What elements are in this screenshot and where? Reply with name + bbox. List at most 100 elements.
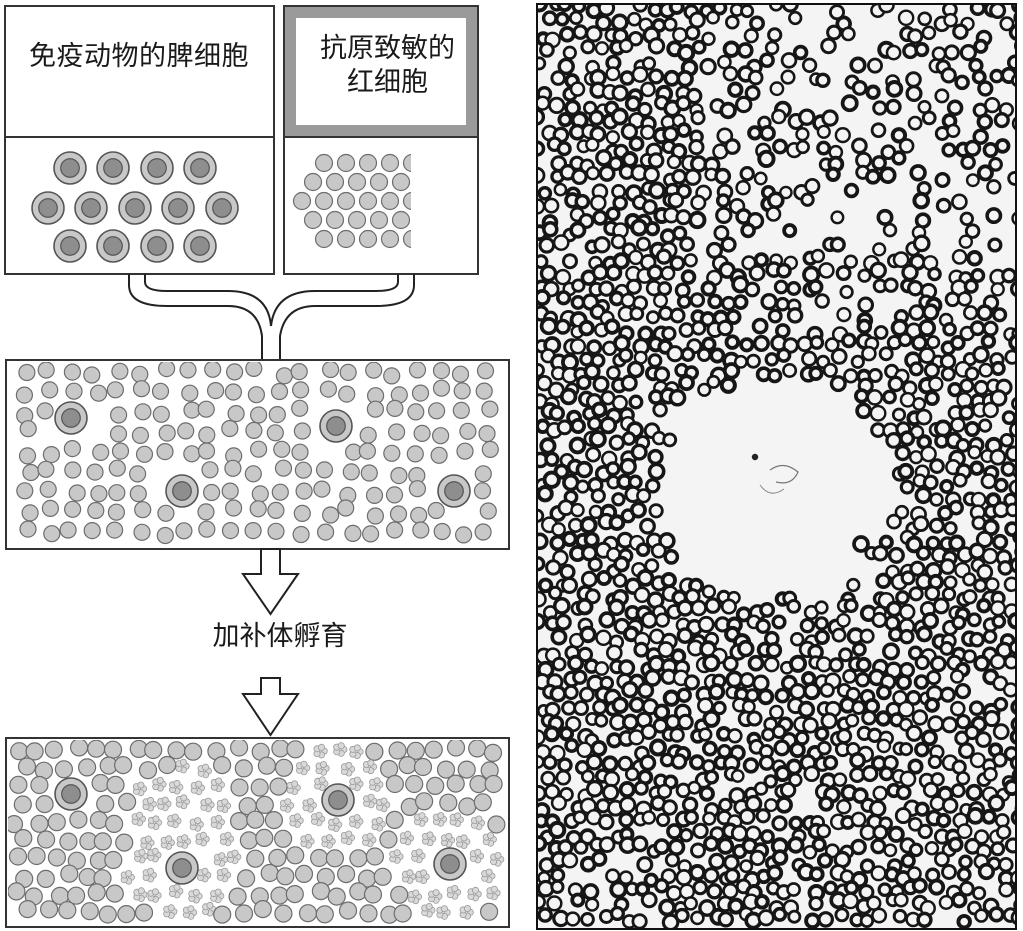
- spleen-cell: [319, 409, 353, 443]
- red-blood-cell: [132, 380, 151, 398]
- lysed-red-blood-cell: [226, 849, 242, 865]
- red-blood-cell: [473, 793, 492, 812]
- red-blood-cell: [391, 210, 411, 230]
- red-blood-cell: [16, 482, 34, 500]
- lysed-red-blood-cell: [140, 835, 155, 851]
- red-blood-cell: [249, 500, 267, 518]
- red-blood-cell: [151, 382, 170, 400]
- red-blood-cell: [230, 811, 249, 831]
- red-blood-cell: [292, 191, 312, 211]
- lysed-red-blood-cell: [216, 867, 232, 883]
- lysed-red-blood-cell: [168, 779, 184, 795]
- lysed-red-blood-cell: [369, 777, 384, 792]
- red-blood-cell: [325, 849, 344, 868]
- merge-connector: [128, 274, 415, 362]
- lysed-red-blood-cell: [132, 781, 148, 797]
- red-blood-cell: [224, 459, 242, 477]
- red-blood-cell: [250, 778, 269, 797]
- lysed-red-blood-cell: [482, 832, 497, 847]
- red-blood-cell: [365, 742, 384, 761]
- red-blood-cell: [250, 440, 268, 458]
- red-blood-cell: [291, 443, 309, 461]
- lysed-red-blood-cell: [152, 776, 167, 792]
- red-blood-cell: [359, 426, 377, 444]
- lysed-red-blood-cell: [321, 834, 336, 849]
- red-blood-cell: [251, 485, 269, 503]
- red-blood-cell: [428, 402, 446, 420]
- lysed-red-blood-cell: [459, 905, 474, 920]
- red-blood-cell: [47, 848, 67, 867]
- red-blood-cell: [295, 482, 313, 500]
- red-blood-cell: [456, 442, 474, 460]
- lysed-red-blood-cell: [421, 831, 437, 847]
- red-blood-cell: [315, 461, 334, 479]
- red-blood-cell: [36, 402, 54, 420]
- red-blood-cell: [264, 810, 283, 830]
- red-blood-cell: [317, 523, 335, 541]
- red-blood-cell: [393, 904, 412, 923]
- lysis-cells-group: [8, 740, 506, 924]
- red-blood-cell: [131, 365, 149, 383]
- red-blood-cell: [9, 775, 28, 794]
- red-blood-cell: [293, 504, 311, 523]
- red-blood-cell: [342, 463, 360, 481]
- lysed-red-blood-cell: [195, 831, 210, 847]
- red-blood-cell: [360, 464, 378, 482]
- red-blood-cell: [389, 505, 408, 523]
- red-blood-cell: [237, 869, 256, 888]
- lysed-red-blood-cell: [340, 830, 355, 846]
- red-blood-cell: [198, 426, 216, 444]
- red-blood-cell: [413, 757, 433, 777]
- lysed-red-blood-cell: [219, 831, 235, 847]
- red-blood-cell: [293, 422, 311, 440]
- red-blood-cell: [286, 846, 305, 865]
- red-blood-cell: [221, 521, 240, 540]
- red-blood-cell: [65, 382, 83, 400]
- red-blood-cell: [244, 465, 262, 483]
- spleen-cell: [54, 401, 88, 435]
- red-blood-cell: [314, 153, 334, 173]
- spleen-cell: [205, 191, 239, 225]
- red-blood-cell: [274, 459, 293, 477]
- red-blood-cell: [336, 191, 356, 211]
- red-blood-cell: [452, 401, 470, 419]
- red-blood-cell: [111, 362, 129, 380]
- red-blood-cell: [458, 797, 477, 816]
- red-blood-cell: [86, 463, 104, 481]
- red-blood-cell: [37, 460, 55, 478]
- red-blood-cell: [96, 794, 115, 814]
- red-blood-cell: [292, 525, 310, 544]
- spleen-cell: [165, 474, 199, 508]
- red-blood-cell: [402, 191, 411, 211]
- red-blood-cell: [35, 794, 54, 814]
- lysed-red-blood-cell: [168, 883, 184, 899]
- red-blood-cell: [18, 363, 36, 382]
- red-blood-cell: [175, 522, 193, 540]
- red-blood-cell: [19, 520, 37, 538]
- red-blood-cell: [303, 210, 323, 230]
- red-blood-cell: [339, 363, 357, 381]
- lysed-red-blood-cell: [399, 830, 414, 846]
- lysed-red-blood-cell: [428, 889, 443, 904]
- red-blood-cell: [274, 904, 293, 923]
- lysed-red-blood-cell: [421, 903, 436, 918]
- red-blood-cell: [468, 740, 487, 758]
- lysed-red-blood-cell: [375, 797, 391, 813]
- red-blood-cell: [47, 813, 66, 832]
- red-blood-cell: [103, 740, 123, 759]
- lysed-red-blood-cell: [349, 814, 364, 829]
- red-blood-cell: [337, 864, 356, 884]
- red-blood-cell: [36, 830, 56, 849]
- spleen-cell: [183, 229, 217, 263]
- spleen-cell: [54, 777, 88, 811]
- red-blood-cell: [390, 885, 409, 904]
- red-blood-cell: [69, 810, 88, 829]
- red-blood-cell: [433, 522, 451, 541]
- red-blood-cell: [18, 899, 37, 919]
- red-blood-cell: [270, 886, 289, 905]
- red-blood-cell: [273, 440, 291, 458]
- red-blood-cell: [412, 521, 430, 539]
- red-blood-cell: [230, 740, 249, 757]
- red-blood-cell: [327, 887, 346, 906]
